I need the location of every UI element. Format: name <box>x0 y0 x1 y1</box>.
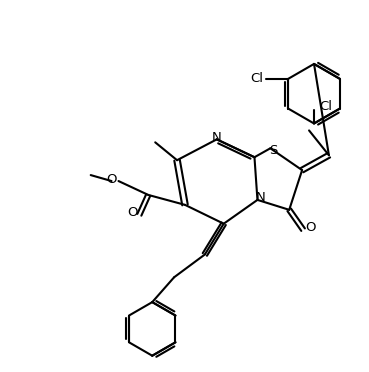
Text: N: N <box>212 131 222 144</box>
Text: Cl: Cl <box>250 72 263 85</box>
Text: O: O <box>106 173 117 186</box>
Text: O: O <box>305 221 315 234</box>
Text: O: O <box>127 206 138 219</box>
Text: S: S <box>269 144 277 157</box>
Text: N: N <box>256 192 265 204</box>
Text: Cl: Cl <box>320 100 332 113</box>
